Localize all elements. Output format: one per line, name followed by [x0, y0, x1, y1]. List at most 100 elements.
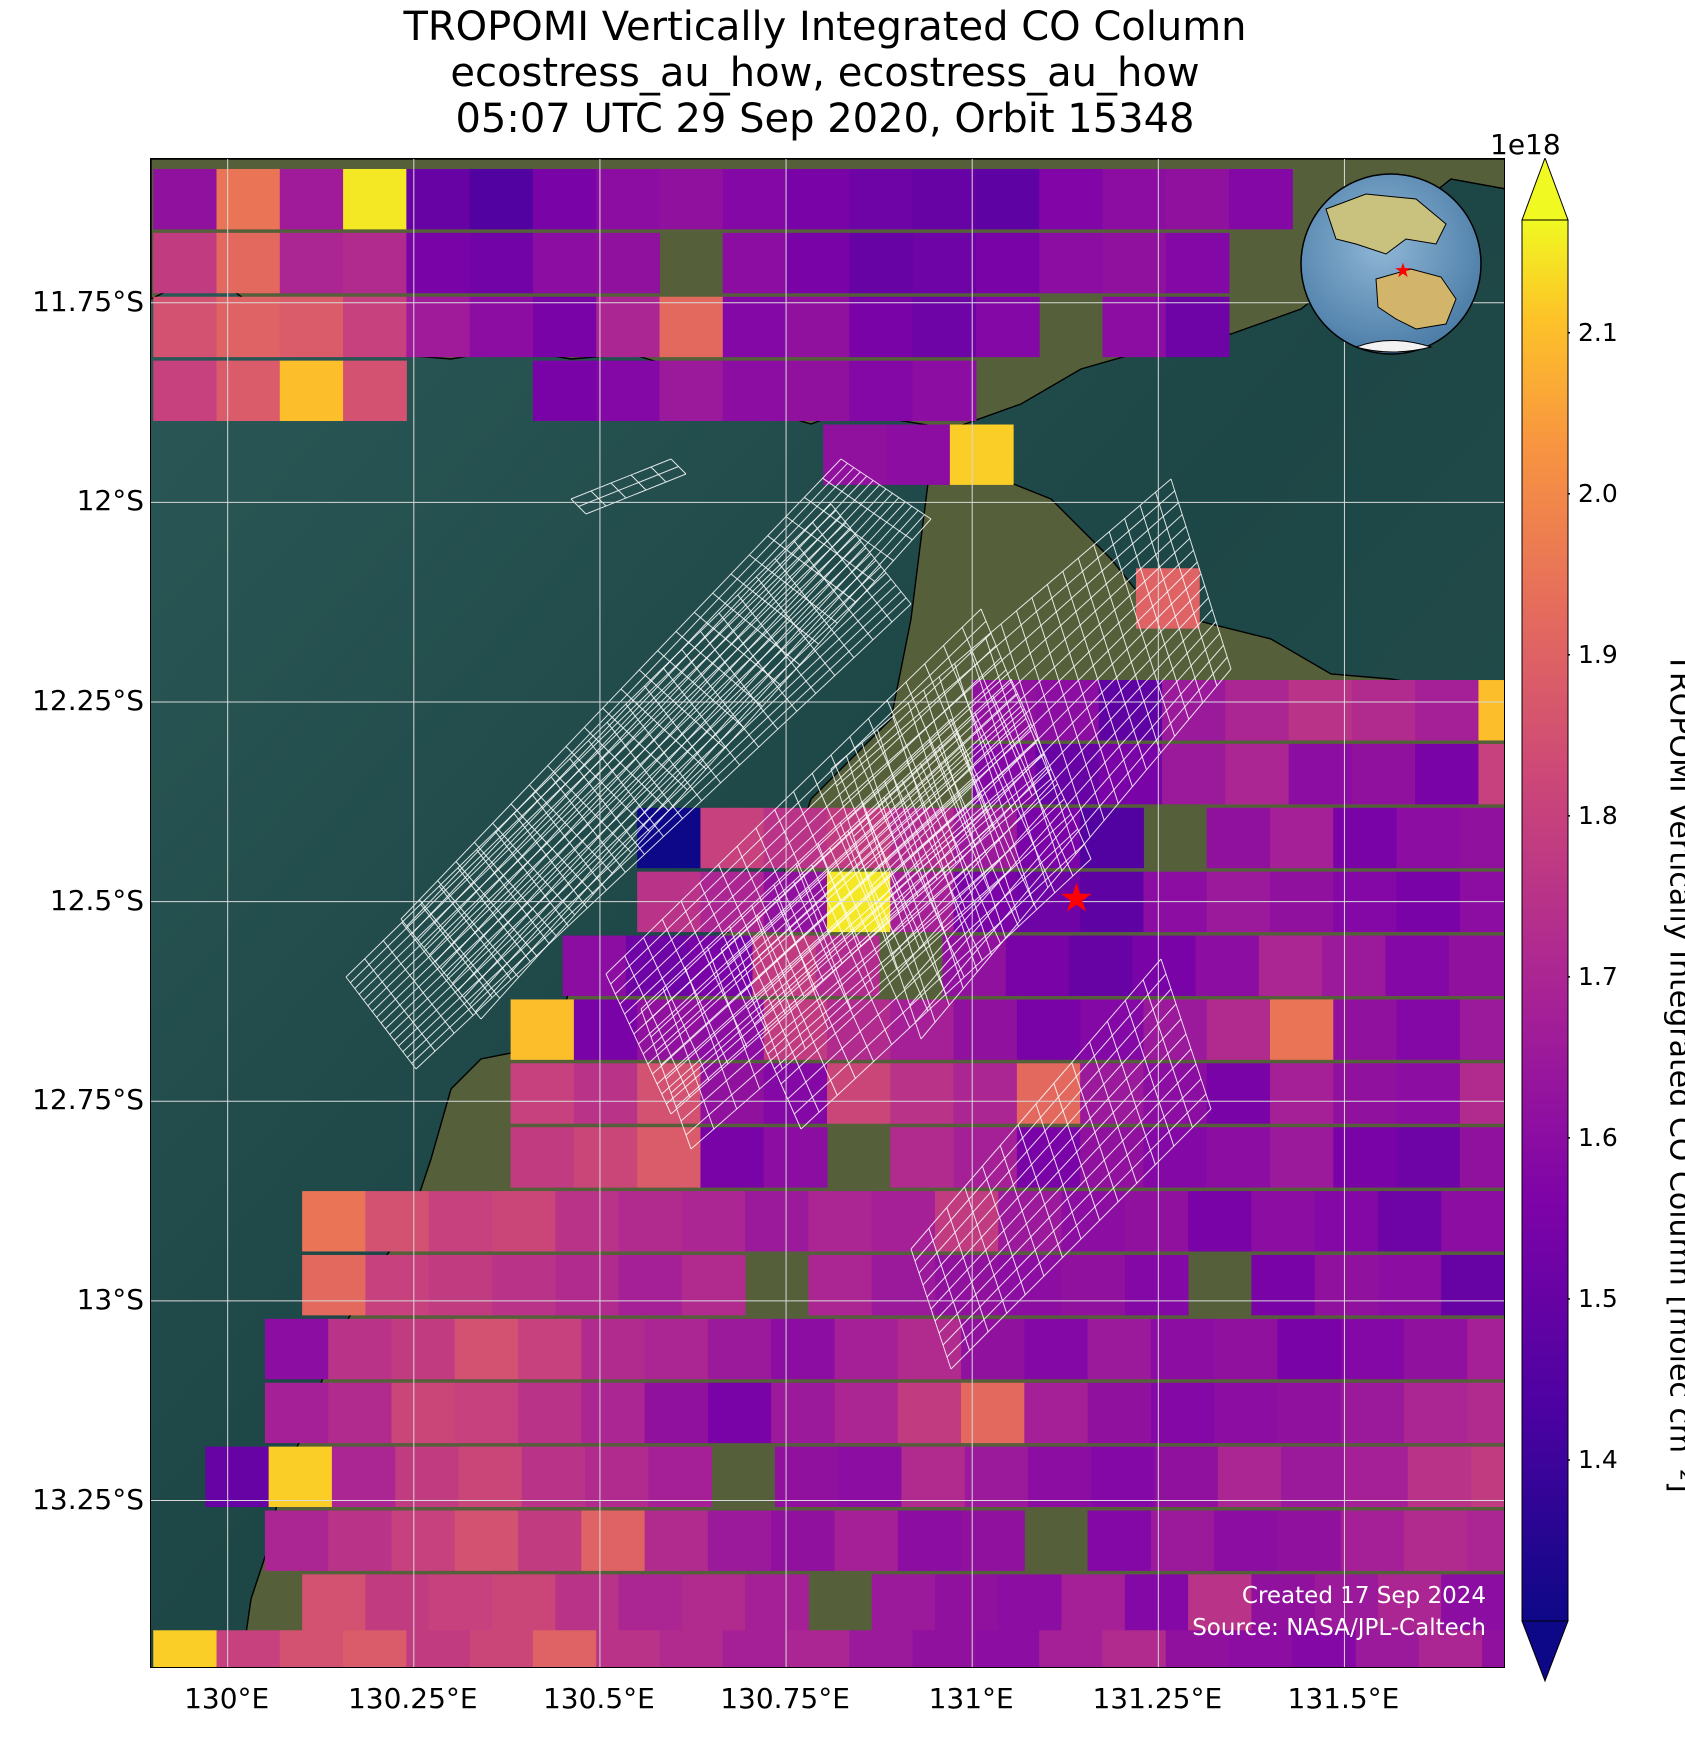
swath-granule-6 — [640, 718, 1012, 1150]
co-pixel — [871, 1191, 936, 1252]
co-pixel — [942, 935, 1007, 996]
co-pixel — [707, 1382, 772, 1444]
co-pixel — [808, 1254, 873, 1316]
co-pixel — [1441, 1574, 1504, 1635]
co-pixel — [1351, 743, 1416, 805]
co-pixel — [707, 1510, 772, 1571]
co-pixel — [1135, 568, 1200, 629]
co-pixel — [343, 296, 407, 358]
co-pixel — [849, 168, 914, 230]
co-pixel — [555, 1254, 620, 1316]
co-pixel — [1188, 1574, 1252, 1635]
co-pixel — [1143, 1127, 1208, 1188]
swath-line — [875, 573, 1202, 905]
co-pixel — [469, 232, 534, 294]
co-pixel — [1143, 1063, 1208, 1124]
swath-line — [376, 547, 867, 1018]
title-line-3: 05:07 UTC 29 Sep 2020, Orbit 15348 — [455, 96, 1195, 142]
co-pixel — [1314, 1574, 1379, 1635]
co-pixel — [953, 1063, 1018, 1124]
swath-granule-4 — [830, 478, 1232, 1040]
co-pixel — [648, 1446, 713, 1508]
co-pixel — [1039, 232, 1103, 294]
co-pixel — [1404, 1382, 1468, 1444]
co-pixel — [771, 1382, 835, 1444]
co-pixel — [901, 1446, 966, 1508]
co-pixel — [585, 1446, 649, 1508]
swath-line — [385, 559, 877, 1030]
co-pixel — [763, 1063, 828, 1124]
swath-line — [570, 458, 672, 500]
co-pixel — [786, 360, 850, 422]
co-pixel — [1165, 232, 1230, 294]
co-pixel — [618, 1574, 683, 1635]
swath-line — [655, 763, 970, 1052]
swath-line — [767, 783, 1059, 1055]
co-pixel-layer — [153, 168, 1504, 1667]
co-pixel — [1214, 1510, 1278, 1571]
co-pixel — [1102, 168, 1167, 230]
co-pixel — [1396, 1127, 1461, 1188]
swath-line — [841, 502, 1179, 804]
co-pixel — [722, 1630, 787, 1667]
co-pixel — [395, 1446, 459, 1508]
swath-line — [640, 718, 952, 1010]
swath-fragment-1 — [570, 458, 687, 515]
swath-line — [847, 514, 1183, 820]
co-pixel — [1441, 1191, 1504, 1252]
swath-line — [406, 591, 902, 1058]
co-pixel — [1251, 1191, 1316, 1252]
map-panel[interactable]: ★ Created 17 Sep 2024 Source: NASA/JPL-C… — [150, 158, 1505, 1668]
swath-line — [946, 1093, 1207, 1358]
co-pixel — [849, 232, 914, 294]
co-pixel — [406, 168, 471, 230]
x-tick-label: 130.25°E — [347, 1682, 478, 1715]
co-pixel — [428, 1254, 493, 1316]
y-tick-label: 13.25°S — [32, 1482, 144, 1516]
co-pixel — [581, 1510, 646, 1571]
co-pixel — [1441, 1254, 1504, 1316]
co-pixel — [689, 935, 754, 996]
co-pixel — [153, 360, 218, 422]
co-pixel — [469, 296, 534, 358]
co-pixel — [763, 1127, 828, 1188]
co-pixel — [1102, 296, 1167, 358]
title-line-2: ecostress_au_how, ecostress_au_how — [450, 50, 1200, 96]
co-pixel — [279, 360, 344, 422]
co-pixel — [1333, 1063, 1398, 1124]
co-pixel — [391, 1510, 456, 1571]
co-pixel — [618, 1254, 683, 1316]
colorbar-tick-label: 1.7 — [1578, 961, 1618, 991]
swath-line — [411, 597, 907, 1064]
co-pixel — [745, 1191, 809, 1252]
co-pixel — [406, 296, 471, 358]
co-pixel — [1404, 1318, 1468, 1380]
co-pixel — [771, 1318, 835, 1380]
swath-line — [733, 708, 1025, 980]
co-pixel — [1214, 1318, 1278, 1380]
swath-line — [910, 958, 1162, 1250]
swath-line — [585, 473, 687, 515]
co-pixel — [1459, 999, 1504, 1060]
co-pixel — [1124, 1574, 1189, 1635]
co-pixel — [153, 296, 218, 358]
co-pixel — [581, 1382, 646, 1444]
co-pixel — [1269, 1063, 1334, 1124]
co-pixel — [1206, 1127, 1271, 1188]
co-pixel — [1396, 1063, 1461, 1124]
co-pixel — [1061, 1254, 1126, 1316]
co-pixel — [216, 360, 281, 422]
co-pixel — [1229, 168, 1293, 230]
chart-title: TROPOMI Vertically Integrated CO Column … — [150, 4, 1500, 142]
swath-line — [638, 693, 1017, 1045]
co-pixel — [1269, 999, 1334, 1060]
co-pixel — [1061, 1574, 1126, 1635]
co-pixel — [573, 1063, 638, 1124]
co-pixel — [625, 935, 690, 996]
co-pixel — [912, 296, 977, 358]
ecostress-swath-layer — [345, 458, 1232, 1370]
co-pixel — [998, 1574, 1063, 1635]
colorbar-tick-label: 2.0 — [1578, 478, 1618, 508]
co-pixel — [205, 1446, 270, 1508]
co-pixel — [328, 1318, 392, 1380]
